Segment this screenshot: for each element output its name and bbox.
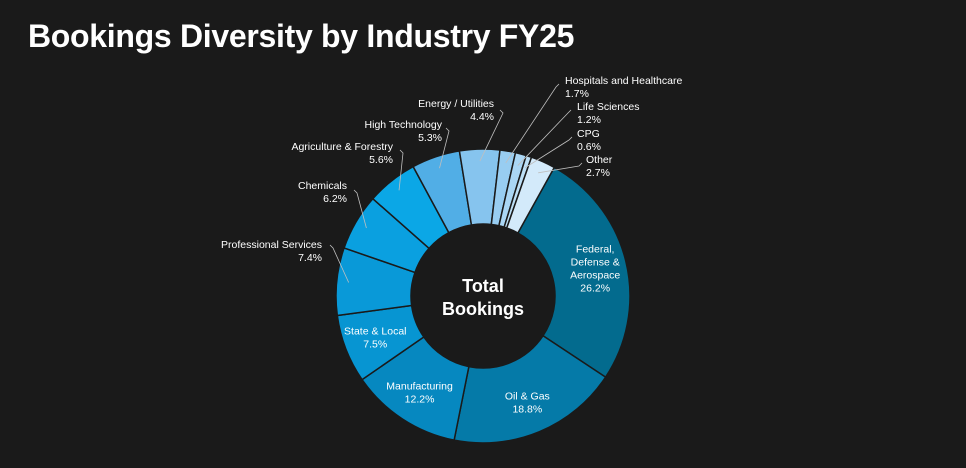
slice-value: 6.2% — [323, 193, 347, 205]
slice-label-chemicals: Chemicals 6.2% — [298, 180, 347, 205]
slice-label-energy-utilities: Energy / Utilities 4.4% — [418, 98, 494, 123]
center-label-line-2: Bookings — [442, 299, 524, 319]
slice-label-state-and-local: State & Local 7.5% — [344, 326, 406, 351]
slice-label-professional-services: Professional Services 7.4% — [221, 239, 322, 264]
slice-name-line: Defense & — [571, 257, 620, 269]
slice-value: 26.2% — [580, 283, 610, 295]
slice-label-manufacturing: Manufacturing 12.2% — [386, 381, 453, 406]
slice-label-federal-defense-and-aerospace: Federal, Defense & Aerospace 26.2% — [570, 244, 620, 295]
leader-line-cpg — [524, 136, 573, 169]
slice-label-hospitals-and-healthcare: Hospitals and Healthcare 1.7% — [565, 75, 682, 100]
slice-label-other: Other 2.7% — [586, 154, 613, 179]
slice-label-cpg: CPG 0.6% — [577, 128, 601, 153]
slice-value: 12.2% — [405, 394, 435, 406]
labels-layer: Federal, Defense & Aerospace 26.2% Oil & Gas… — [221, 75, 682, 416]
slice-name-line: Chemicals — [298, 180, 347, 192]
leader-line-high-technology — [439, 127, 450, 169]
leader-lines-layer — [329, 83, 583, 283]
leader-line-hospitals-and-healthcare — [505, 83, 560, 164]
leader-line-other — [538, 162, 583, 174]
slice-value: 4.4% — [470, 111, 494, 123]
leader-line-life-sciences — [517, 109, 572, 166]
slice-value: 7.4% — [298, 252, 322, 264]
leader-line-agriculture-and-forestry — [398, 149, 404, 191]
slice-value: 5.6% — [369, 154, 393, 166]
slice-name-line: State & Local — [344, 326, 406, 338]
slice-name-line: High Technology — [365, 119, 443, 131]
slice-label-oil-and-gas: Oil & Gas 18.8% — [505, 391, 550, 416]
slice-name-line: Agriculture & Forestry — [291, 141, 393, 153]
slice-value: 18.8% — [512, 404, 542, 416]
leader-line-professional-services — [329, 244, 350, 283]
center-label-line-1: Total — [462, 276, 504, 296]
slice-value: 1.2% — [577, 114, 601, 126]
slice-label-high-technology: High Technology 5.3% — [365, 119, 443, 144]
slice-value: 2.7% — [586, 167, 610, 179]
slice-name-line: CPG — [577, 128, 600, 140]
slice-name-line: Professional Services — [221, 239, 322, 251]
leader-line-chemicals — [353, 189, 367, 229]
slice-name-line: Aerospace — [570, 270, 620, 282]
slices-layer — [335, 148, 631, 444]
chart-title: Bookings Diversity by Industry FY25 — [28, 18, 575, 54]
slice-value: 1.7% — [565, 88, 589, 100]
slice-name-line: Life Sciences — [577, 101, 639, 113]
slice-value: 5.3% — [418, 132, 442, 144]
slice-label-life-sciences: Life Sciences 1.2% — [577, 101, 639, 126]
donut-center — [411, 224, 555, 368]
slice-name-line: Energy / Utilities — [418, 98, 494, 110]
slice-name-line: Manufacturing — [386, 381, 453, 393]
leader-line-energy-utilities — [479, 109, 504, 162]
slice-label-agriculture-and-forestry: Agriculture & Forestry 5.6% — [291, 141, 393, 166]
slice-name-line: Federal, — [576, 244, 615, 256]
slice-name-line: Oil & Gas — [505, 391, 550, 403]
slice-value: 7.5% — [363, 339, 387, 351]
slice-name-line: Hospitals and Healthcare — [565, 75, 682, 87]
slice-value: 0.6% — [577, 141, 601, 153]
slice-name-line: Other — [586, 154, 613, 166]
